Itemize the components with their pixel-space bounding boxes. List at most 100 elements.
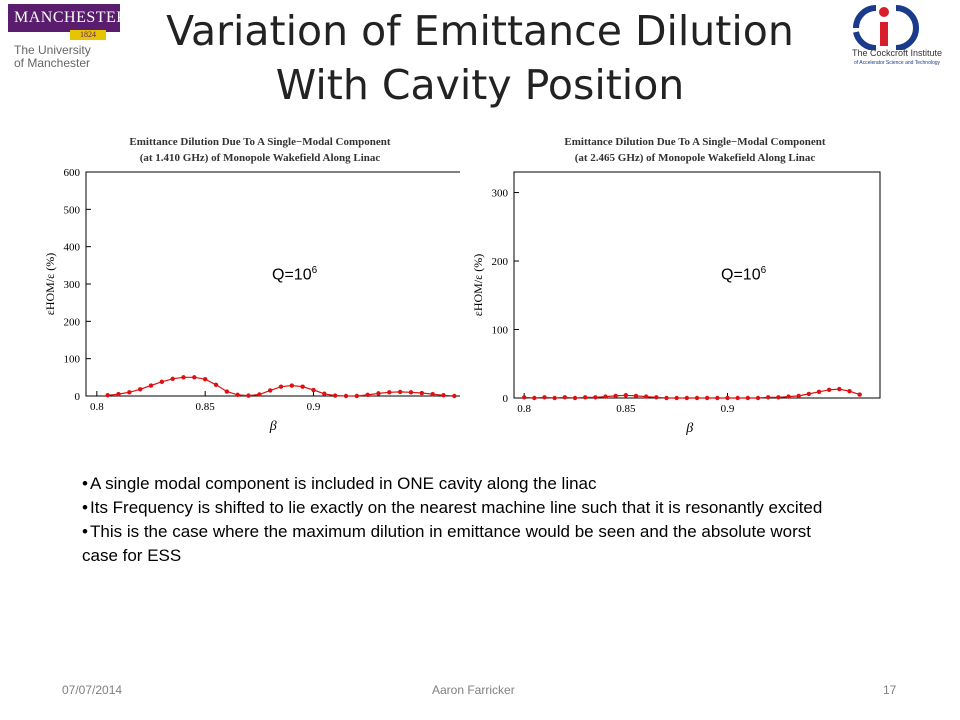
y-tick-label: 100 bbox=[492, 325, 509, 337]
data-point bbox=[806, 391, 812, 397]
data-point bbox=[332, 393, 338, 398]
y-tick-label: 0 bbox=[75, 391, 81, 403]
data-point bbox=[235, 392, 240, 398]
data-point bbox=[715, 395, 720, 401]
chart-1-plot: 0 100 200 300 400 500 600 0.8 0.85 0.9 β εHOM/ε (%) bbox=[43, 167, 460, 434]
data-point bbox=[343, 393, 349, 399]
chart-2-q-label: Q=106 bbox=[721, 265, 767, 284]
data-point bbox=[725, 395, 730, 401]
bullet-list: • A single modal component is included in… bbox=[82, 472, 842, 568]
cockcroft-subtitle: of Accelerator Science and Technology bbox=[853, 60, 941, 66]
data-point bbox=[735, 395, 740, 401]
data-point bbox=[127, 390, 132, 395]
cockcroft-institute-logo: The Cockcroft Institute of Accelerator S… bbox=[836, 2, 956, 70]
footer-page-number: 17 bbox=[883, 683, 897, 697]
x-tick-label: 0.8 bbox=[517, 403, 531, 415]
data-point bbox=[246, 393, 251, 398]
data-point bbox=[837, 386, 842, 392]
data-point bbox=[376, 391, 381, 396]
chart-1-q-label: Q=106 bbox=[272, 265, 318, 284]
x-axis-label: β bbox=[269, 419, 277, 434]
data-point bbox=[755, 395, 761, 401]
data-point bbox=[765, 395, 771, 400]
series-line bbox=[524, 388, 860, 399]
data-point bbox=[192, 375, 197, 380]
data-point bbox=[257, 392, 262, 397]
x-tick-label: 0.85 bbox=[196, 401, 216, 413]
y-tick-label: 600 bbox=[64, 167, 81, 179]
data-point bbox=[311, 387, 316, 393]
data-point bbox=[745, 395, 751, 401]
bullet-item: • This is the case where the maximum dilu… bbox=[82, 522, 811, 565]
data-point bbox=[664, 395, 669, 401]
y-tick-label: 200 bbox=[64, 316, 81, 328]
data-point bbox=[532, 395, 537, 401]
y-tick-label: 300 bbox=[64, 279, 81, 291]
x-tick-label: 0.9 bbox=[721, 403, 735, 415]
data-point bbox=[441, 393, 446, 398]
x-tick-label: 0.85 bbox=[616, 403, 636, 415]
data-point bbox=[776, 395, 781, 400]
data-point bbox=[593, 395, 598, 400]
data-point bbox=[322, 391, 327, 396]
data-point bbox=[654, 395, 659, 400]
data-point bbox=[408, 390, 414, 395]
data-point bbox=[116, 391, 121, 397]
data-point bbox=[159, 379, 165, 385]
data-point bbox=[694, 395, 700, 401]
page-title: Variation of Emittance Dilution With Cav… bbox=[166, 7, 794, 109]
data-point bbox=[365, 392, 370, 398]
data-point bbox=[796, 393, 801, 399]
data-point bbox=[202, 377, 208, 382]
y-axis-label: εHOM/ε (%) bbox=[43, 253, 57, 315]
data-point bbox=[105, 393, 110, 398]
data-point bbox=[419, 390, 425, 396]
manchester-university-text: The University of Manchester bbox=[14, 43, 91, 70]
y-tick-label: 100 bbox=[64, 354, 81, 366]
data-point bbox=[552, 395, 557, 401]
cockcroft-name: The Cockcroft Institute bbox=[851, 48, 943, 58]
data-point bbox=[354, 393, 360, 399]
y-axis-label: εHOM/ε (%) bbox=[471, 254, 485, 316]
data-point bbox=[704, 395, 710, 401]
data-point bbox=[387, 390, 392, 395]
data-point bbox=[684, 395, 690, 401]
university-of-manchester-logo: MANCHESTER 1824 The University of Manche… bbox=[8, 4, 127, 72]
data-point bbox=[847, 388, 852, 394]
data-point bbox=[213, 382, 219, 387]
data-point bbox=[633, 393, 639, 399]
x-axis-label: β bbox=[685, 421, 693, 436]
data-point bbox=[224, 389, 230, 394]
data-point bbox=[582, 395, 588, 400]
y-tick-label: 400 bbox=[64, 242, 81, 254]
bullet-item: • A single modal component is included in… bbox=[82, 474, 597, 493]
chart-1-title: Emittance Dilution Due To A Single−Modal… bbox=[129, 136, 391, 164]
y-tick-label: 200 bbox=[492, 256, 509, 268]
manchester-year: 1824 bbox=[70, 30, 106, 40]
cockcroft-emblem-icon bbox=[853, 5, 919, 51]
manchester-wordmark: MANCHESTER bbox=[8, 4, 127, 32]
data-point bbox=[613, 393, 618, 399]
footer-author: Aaron Farricker bbox=[432, 683, 515, 697]
data-point bbox=[521, 395, 527, 400]
data-point bbox=[786, 394, 791, 399]
y-tick-label: 300 bbox=[492, 188, 509, 200]
data-point bbox=[562, 395, 568, 400]
data-point bbox=[452, 393, 457, 399]
y-tick-label: 0 bbox=[503, 393, 509, 405]
x-tick-label: 0.9 bbox=[307, 401, 321, 413]
data-point bbox=[170, 376, 175, 382]
y-tick-label: 500 bbox=[64, 204, 81, 216]
data-point bbox=[603, 394, 608, 399]
data-point bbox=[430, 391, 435, 397]
data-point bbox=[278, 384, 284, 389]
data-point bbox=[267, 388, 273, 393]
data-point bbox=[542, 395, 547, 400]
data-point bbox=[289, 383, 295, 388]
x-tick-label: 0.8 bbox=[90, 401, 104, 413]
data-point bbox=[572, 395, 578, 401]
data-point bbox=[181, 375, 186, 380]
bullet-item: • Its Frequency is shifted to lie exactly… bbox=[82, 498, 823, 517]
chart-2-plot: 0 100 200 300 0.8 0.85 0.9 β εHOM/ε (%) bbox=[471, 171, 881, 436]
data-point bbox=[857, 392, 862, 397]
